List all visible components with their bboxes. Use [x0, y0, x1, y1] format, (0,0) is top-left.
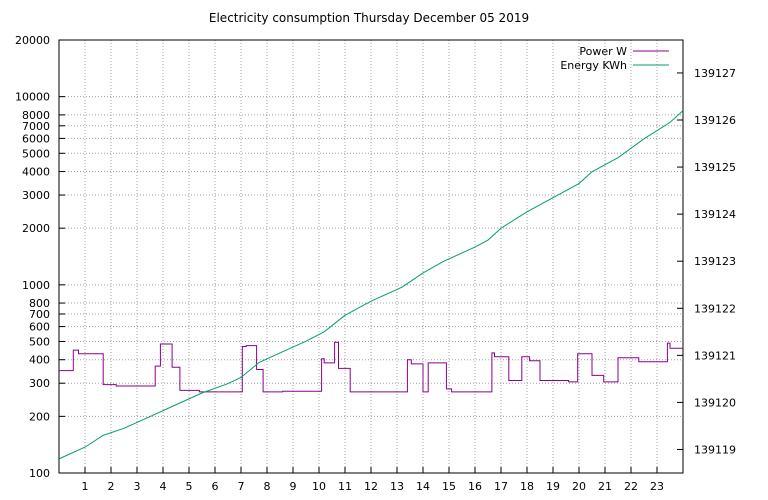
y-left-tick-label: 10000: [15, 91, 50, 104]
y-left-tick-label: 20000: [15, 34, 50, 47]
y-left-tick-label: 800: [29, 297, 50, 310]
y-left-tick-label: 4000: [22, 166, 50, 179]
x-tick-label: 14: [416, 480, 430, 493]
x-tick-label: 18: [520, 480, 534, 493]
y-left-tick-label: 500: [29, 335, 50, 348]
x-tick-label: 4: [160, 480, 167, 493]
x-tick-label: 12: [364, 480, 378, 493]
y-right-tick-label: 139120: [694, 396, 736, 409]
y-left-tick-label: 7000: [22, 120, 50, 133]
y-left-tick-label: 3000: [22, 189, 50, 202]
series-line-power: [59, 341, 683, 393]
chart-title: Electricity consumption Thursday Decembe…: [209, 11, 529, 25]
x-tick-label: 16: [468, 480, 482, 493]
y-right-tick-label: 139126: [694, 114, 736, 127]
y-left-tick-label: 5000: [22, 147, 50, 160]
y-left-tick-label: 300: [29, 377, 50, 390]
x-tick-label: 1: [82, 480, 89, 493]
x-tick-label: 11: [338, 480, 352, 493]
y-right-tick-label: 139124: [694, 208, 736, 221]
y-right-tick-label: 139123: [694, 255, 736, 268]
y-left-tick-label: 2000: [22, 222, 50, 235]
x-axis: 1 2 3 4 5 6 7 8 9 10 11 12 13 14 15 16 17 18 19 20 21 22 23: [82, 467, 664, 493]
y-left-tick-label: 200: [29, 410, 50, 423]
legend-label-energy: Energy KWh: [560, 59, 627, 72]
x-tick-label: 23: [650, 480, 664, 493]
x-tick-label: 5: [186, 480, 193, 493]
y-right-tick-label: 139119: [694, 443, 736, 456]
x-tick-label: 22: [624, 480, 638, 493]
series-line-energy: [58, 110, 684, 460]
legend-label-power: Power W: [579, 45, 627, 58]
grid: [59, 40, 683, 473]
x-tick-label: 21: [598, 480, 612, 493]
y-left-tick-label: 600: [29, 321, 50, 334]
y-right-tick-label: 139121: [694, 349, 736, 362]
y-left-tick-label: 700: [29, 308, 50, 321]
y-left-tick-label: 6000: [22, 132, 50, 145]
y-left-tick-label: 8000: [22, 109, 50, 122]
legend: Power W Energy KWh: [560, 45, 669, 72]
series-layer: [58, 110, 684, 460]
y-left-tick-label: 400: [29, 354, 50, 367]
x-tick-label: 20: [572, 480, 586, 493]
x-tick-label: 8: [264, 480, 271, 493]
x-tick-label: 13: [390, 480, 404, 493]
x-tick-label: 17: [494, 480, 508, 493]
x-tick-label: 15: [442, 480, 456, 493]
y-right-tick-label: 139125: [694, 161, 736, 174]
y-left-tick-label: 100: [29, 467, 50, 480]
y-left-tick-label: 1000: [22, 279, 50, 292]
x-tick-label: 19: [546, 480, 560, 493]
x-tick-label: 9: [290, 480, 297, 493]
x-tick-label: 2: [108, 480, 115, 493]
x-tick-label: 7: [238, 480, 245, 493]
x-tick-label: 3: [134, 480, 141, 493]
y-axis-right: 139119 139120 139121 139122 139123 139124 1391…: [677, 67, 736, 456]
x-tick-label: 6: [212, 480, 219, 493]
y-right-tick-label: 139122: [694, 302, 736, 315]
y-right-tick-label: 139127: [694, 67, 736, 80]
x-tick-label: 10: [312, 480, 326, 493]
